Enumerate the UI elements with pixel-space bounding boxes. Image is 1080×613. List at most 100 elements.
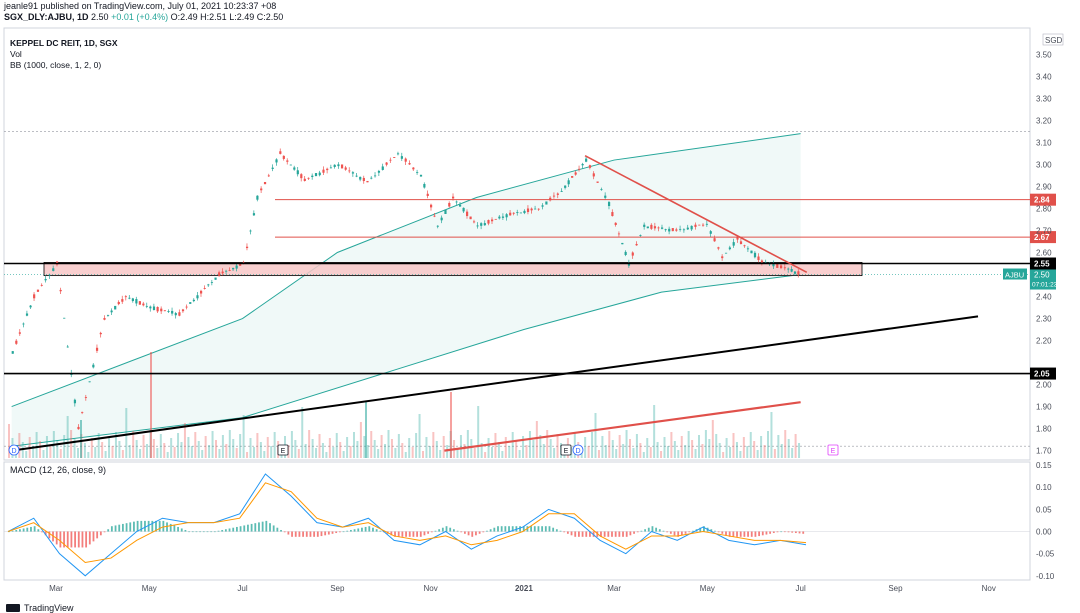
volume-bar-110	[387, 430, 390, 458]
macd-hist-191	[710, 529, 713, 532]
macd-hist-162	[603, 531, 606, 537]
macd-hist-188	[699, 527, 702, 532]
volume-bar-76	[270, 446, 273, 458]
y-tick-9: 2.60	[1036, 249, 1052, 258]
candle-body-189	[698, 224, 701, 226]
candle-body-92	[344, 167, 347, 170]
volume-bar-113	[397, 434, 400, 458]
candle-body-177	[653, 226, 657, 229]
volume-bar-158	[553, 448, 556, 458]
candle-body-200	[739, 241, 743, 244]
macd-legend: MACD (12, 26, close, 9)	[10, 465, 107, 475]
candle-body-210	[776, 263, 779, 268]
candle-body-99	[370, 177, 373, 179]
volume-bar-146	[511, 432, 514, 458]
macd-hist-137	[511, 526, 514, 532]
volume-bar-220	[767, 431, 769, 458]
y-tick-13: 2.00	[1036, 381, 1052, 390]
volume-bar-120	[422, 451, 424, 458]
candle-body-122	[455, 201, 458, 203]
macd-hist-23	[92, 531, 95, 542]
level-label-0: 2.84	[1034, 196, 1050, 205]
candle-body-73	[275, 159, 278, 163]
candle-body-136	[505, 214, 508, 218]
macd-hist-114	[427, 531, 430, 534]
macd-hist-77	[291, 531, 293, 537]
macd-hist-33	[129, 522, 132, 532]
candle-body-124	[462, 207, 465, 212]
volume-bar-47	[170, 438, 173, 458]
volume-bar-66	[235, 448, 238, 458]
macd-hist-86	[324, 531, 327, 536]
volume-bar-54	[194, 432, 197, 458]
x-tick-7: May	[700, 584, 715, 593]
macd-hist-78	[294, 531, 297, 537]
level-label-1: 2.67	[1034, 233, 1050, 242]
macd-hist-194	[721, 531, 724, 534]
macd-hist-165	[614, 531, 617, 537]
macd-hist-135	[504, 526, 507, 532]
candle-body-21	[88, 381, 91, 383]
candle-body-166	[614, 222, 617, 225]
volume-bar-134	[470, 439, 473, 458]
macd-hist-99	[372, 527, 374, 532]
macd-hist-49	[188, 531, 190, 533]
macd-hist-107	[401, 531, 404, 537]
volume-bar-49	[177, 433, 180, 458]
candle-body-52	[199, 290, 203, 294]
macd-hist-35	[136, 520, 139, 532]
candle-body-84	[314, 173, 318, 177]
macd-hist-189	[703, 526, 705, 532]
macd-hist-202	[750, 531, 753, 537]
volume-bar-153	[535, 421, 538, 458]
volume-bar-103	[363, 436, 366, 458]
macd-hist-139	[519, 526, 521, 532]
macd-hist-85	[320, 531, 323, 537]
volume-bar-174	[608, 431, 611, 458]
candle-body-25	[103, 317, 106, 320]
macd-y-tick-3: 0.00	[1036, 528, 1052, 537]
candle-body-41	[160, 308, 163, 312]
candle-body-5	[29, 305, 32, 308]
macd-hist-104	[390, 531, 393, 536]
candle-body-20	[84, 397, 88, 399]
volume-bar-31	[114, 432, 117, 458]
volume-bar-188	[656, 442, 659, 458]
macd-hist-128	[478, 531, 481, 534]
candle-body-161	[596, 181, 599, 183]
macd-hist-192	[714, 530, 716, 532]
macd-hist-28	[110, 526, 113, 532]
volume-bar-38	[139, 449, 142, 458]
level-label-3: 2.05	[1034, 370, 1050, 379]
x-tick-5: 2021	[515, 584, 533, 593]
candle-body-203	[750, 250, 753, 254]
price-tag	[1030, 269, 1056, 290]
candle-body-46	[178, 312, 181, 316]
macd-hist-14	[59, 531, 62, 548]
macd-hist-11	[48, 531, 51, 539]
footer: TradingView	[6, 603, 74, 613]
macd-hist-50	[191, 531, 194, 533]
volume-bar-228	[794, 434, 797, 458]
volume-bar-10	[42, 450, 45, 458]
candle-body-95	[355, 175, 358, 177]
macd-hist-144	[537, 526, 540, 532]
candle-body-188	[694, 224, 697, 227]
macd-hist-147	[548, 526, 551, 532]
candle-body-15	[66, 346, 69, 348]
volume-bar-52	[187, 437, 190, 458]
macd-hist-1	[11, 530, 14, 532]
macd-hist-92	[346, 530, 349, 532]
y-tick-14: 1.90	[1036, 403, 1052, 412]
candle-body-133	[494, 218, 497, 220]
macd-hist-157	[585, 531, 588, 537]
candle-body-106	[396, 153, 400, 155]
macd-hist-134	[500, 526, 503, 532]
macd-hist-203	[754, 531, 757, 537]
candle-body-48	[185, 306, 188, 308]
candle-body-113	[423, 183, 426, 188]
volume-bar-0	[8, 424, 10, 458]
volume-bar-82	[290, 431, 293, 458]
event-marker-label-3: D	[575, 448, 580, 455]
